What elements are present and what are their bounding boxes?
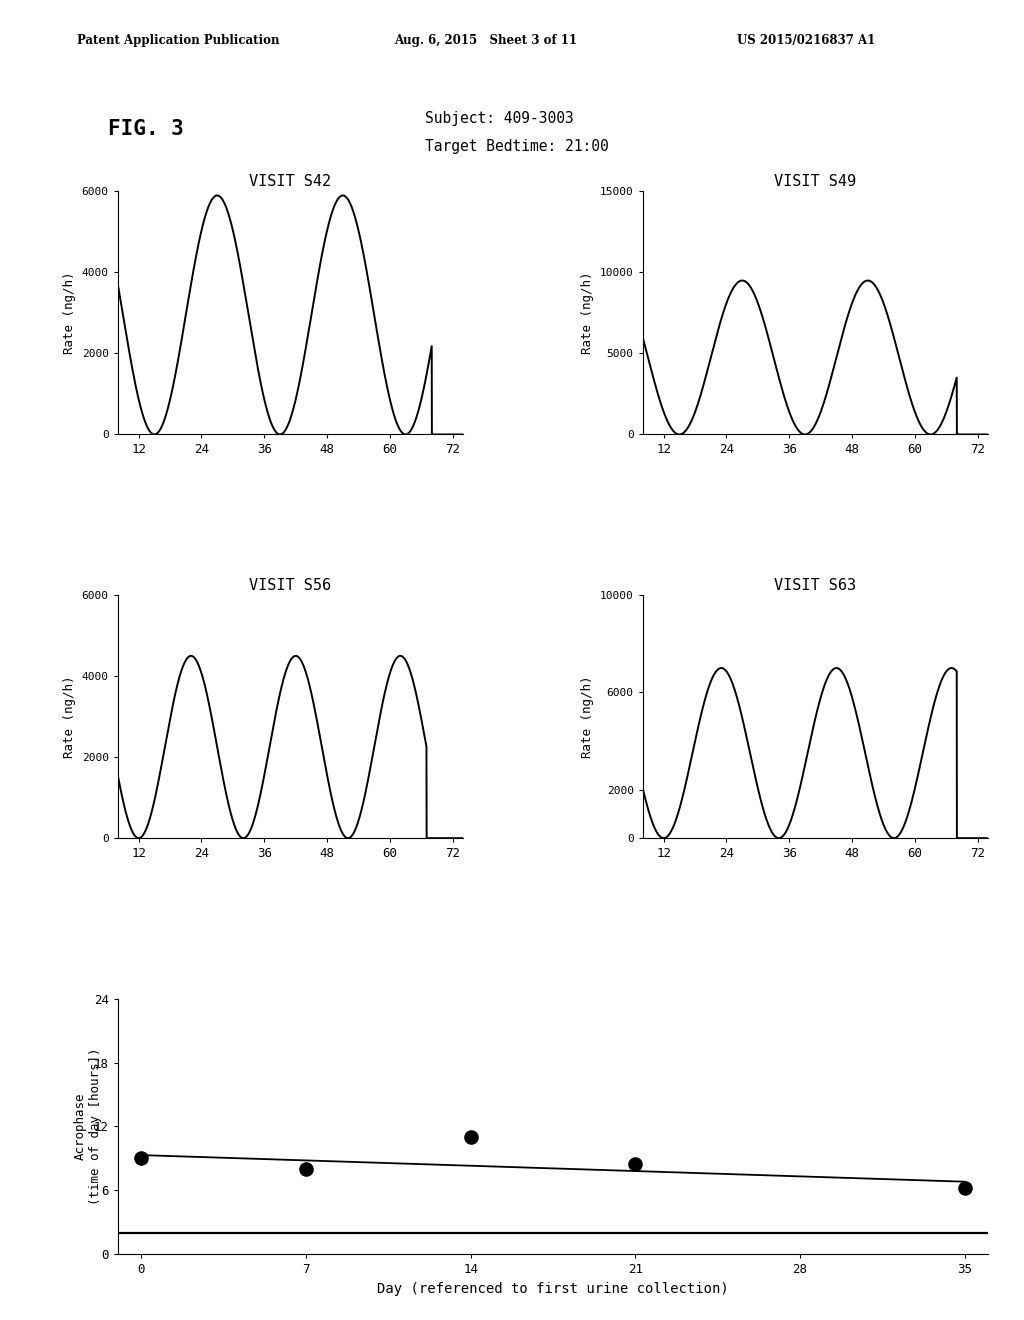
Text: Subject: 409-3003: Subject: 409-3003 [425,111,573,125]
Title: VISIT S63: VISIT S63 [774,578,856,593]
Title: VISIT S56: VISIT S56 [250,578,332,593]
Y-axis label: Rate (ng/h): Rate (ng/h) [582,676,594,758]
Title: VISIT S49: VISIT S49 [774,174,856,189]
Title: VISIT S42: VISIT S42 [250,174,332,189]
Point [627,1154,643,1175]
Text: US 2015/0216837 A1: US 2015/0216837 A1 [737,34,876,48]
Text: Patent Application Publication: Patent Application Publication [77,34,280,48]
X-axis label: Day (referenced to first urine collection): Day (referenced to first urine collectio… [377,1282,729,1296]
Point [956,1177,973,1199]
Text: Aug. 6, 2015   Sheet 3 of 11: Aug. 6, 2015 Sheet 3 of 11 [394,34,578,48]
Text: Target Bedtime: 21:00: Target Bedtime: 21:00 [425,139,608,153]
Y-axis label: Rate (ng/h): Rate (ng/h) [63,676,76,758]
Point [133,1147,150,1168]
Point [298,1159,314,1180]
Y-axis label: Rate (ng/h): Rate (ng/h) [582,272,594,354]
Y-axis label: Acrophase
(time of day [hours]): Acrophase (time of day [hours]) [74,1048,102,1205]
Y-axis label: Rate (ng/h): Rate (ng/h) [63,272,76,354]
Text: FIG. 3: FIG. 3 [108,119,183,139]
Point [463,1126,479,1147]
